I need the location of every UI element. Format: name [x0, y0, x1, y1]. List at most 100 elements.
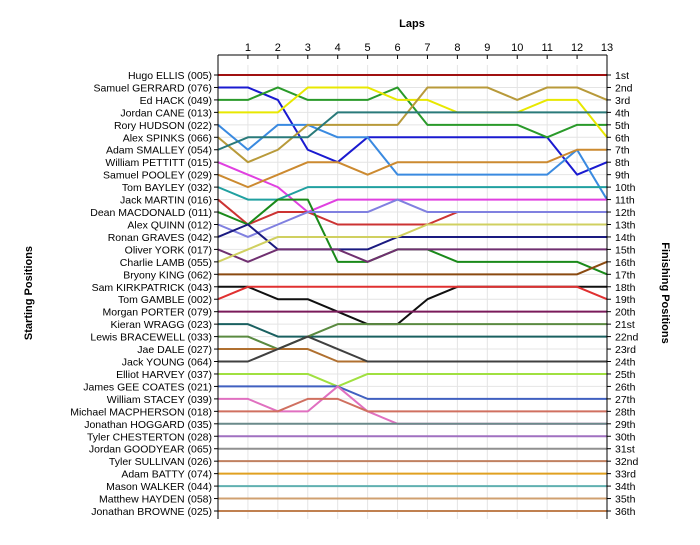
- series-line-17: [218, 260, 608, 276]
- series-line-8: [217, 161, 607, 214]
- starting-rider-label: Jonathan HOGGARD (035): [84, 419, 212, 431]
- finishing-position-label: 4th: [615, 107, 630, 119]
- series-line-28: [218, 397, 607, 413]
- lap-tick-label: 1: [245, 42, 251, 54]
- series-lines: [217, 74, 608, 512]
- finishing-position-label: 5th: [615, 120, 630, 132]
- finishing-position-label: 36th: [615, 506, 636, 518]
- series-line-25: [218, 372, 607, 388]
- series-line-27: [218, 385, 607, 425]
- starting-rider-label: William STACEY (039): [107, 394, 212, 406]
- starting-rider-label: Alex SPINKS (066): [123, 132, 212, 144]
- finishing-position-label: 34th: [615, 481, 636, 493]
- top-axis-title: Laps: [399, 18, 425, 30]
- finishing-position-label: 33rd: [615, 469, 636, 481]
- finishing-position-label: 12th: [615, 207, 636, 219]
- series-line-16: [217, 223, 607, 263]
- starting-rider-label: Sam KIRKPATRICK (043): [92, 282, 212, 294]
- series-line-24: [218, 335, 607, 363]
- finishing-position-label: 14th: [615, 232, 636, 244]
- finishing-position-label: 29th: [615, 419, 636, 431]
- lap-tick-label: 9: [484, 42, 490, 54]
- finishing-position-label: 17th: [615, 269, 636, 281]
- lap-tick-label: 11: [541, 42, 552, 54]
- starting-rider-label: Kieran WRAGG (023): [110, 319, 212, 331]
- starting-rider-label: Bryony KING (062): [123, 269, 212, 281]
- starting-rider-label: Jordan CANE (013): [120, 107, 212, 119]
- starting-rider-label: Jae DALE (027): [137, 344, 212, 356]
- lap-tick-label: 8: [454, 42, 460, 54]
- finishing-position-label: 11th: [615, 195, 635, 207]
- starting-rider-label: Lewis BRACEWELL (033): [90, 332, 212, 344]
- finishing-position-label: 20th: [615, 307, 636, 319]
- finishing-position-label: 10th: [615, 182, 636, 194]
- left-axis-title: Starting Positions: [23, 246, 35, 340]
- starting-rider-label: Oliver YORK (017): [125, 244, 212, 256]
- series-line-10: [217, 186, 607, 201]
- starting-rider-label: Tyler CHESTERTON (028): [87, 431, 212, 443]
- starting-rider-label: Tom BAYLEY (032): [122, 182, 212, 194]
- finishing-position-label: 18th: [615, 282, 636, 294]
- finishing-position-label: 1st: [615, 70, 629, 82]
- finishing-position-label: 13th: [615, 219, 636, 231]
- series-line-5: [217, 123, 608, 201]
- starting-rider-label: Hugo ELLIS (005): [128, 70, 212, 82]
- finishing-position-label: 35th: [615, 494, 636, 506]
- starting-rider-label: Samuel POOLEY (029): [103, 170, 212, 182]
- lap-tick-label: 2: [275, 42, 281, 54]
- starting-rider-label: Alex QUINN (012): [127, 219, 212, 231]
- right-axis-title: Finishing Positions: [659, 242, 671, 343]
- lap-tick-label: 7: [424, 42, 430, 54]
- lap-tick-label: 5: [365, 42, 371, 54]
- starting-rider-label: Dean MACDONALD (011): [90, 207, 212, 219]
- lap-tick-label: 6: [394, 42, 400, 54]
- starting-rider-label: Adam SMALLEY (054): [106, 145, 212, 157]
- starting-rider-label: Jonathan BROWNE (025): [91, 506, 212, 518]
- series-line-23: [218, 348, 607, 363]
- starting-rider-label: Michael MACPHERSON (018): [70, 406, 212, 418]
- starting-rider-label: Rory HUDSON (022): [114, 120, 212, 132]
- finishing-position-labels: 1st2nd3rd4th5th6th7th8th9th10th11th12th1…: [607, 70, 639, 518]
- series-line-19: [217, 285, 608, 301]
- starting-rider-label: Elliot HARVEY (037): [116, 369, 212, 381]
- series-line-4: [218, 86, 608, 138]
- grid-lines: [217, 65, 608, 519]
- lap-tick-label: 10: [511, 42, 523, 54]
- starting-rider-label: Ronan GRAVES (042): [108, 232, 212, 244]
- finishing-position-label: 3rd: [615, 95, 630, 107]
- finishing-position-label: 31st: [615, 444, 635, 456]
- lap-tick-label: 4: [335, 42, 341, 54]
- starting-rider-label: Morgan PORTER (079): [102, 307, 212, 319]
- starting-rider-label: Jack MARTIN (016): [120, 195, 212, 207]
- starting-rider-label: Adam BATTY (074): [121, 469, 212, 481]
- finishing-position-label: 6th: [615, 132, 630, 144]
- finishing-position-label: 28th: [615, 406, 636, 418]
- finishing-position-label: 21st: [615, 319, 635, 331]
- finishing-position-label: 16th: [615, 257, 636, 269]
- lap-ticks: 1 2 3 4 5 6 7 8 9 10 11 12 13: [245, 42, 613, 59]
- series-line-9: [217, 148, 607, 189]
- series-line-21: [218, 323, 607, 338]
- finishing-position-label: 30th: [615, 431, 636, 443]
- series-line-6: [217, 86, 608, 164]
- series-line-26: [218, 385, 607, 400]
- finishing-position-label: 7th: [615, 145, 630, 157]
- lap-tick-label: 12: [571, 42, 583, 54]
- starting-rider-label: Jack YOUNG (064): [122, 357, 212, 369]
- starting-rider-label: Charlie LAMB (055): [120, 257, 212, 269]
- starting-rider-label: Tom GAMBLE (002): [118, 294, 212, 306]
- lap-tick-label: 13: [601, 42, 613, 54]
- starting-rider-label: Samuel GERRARD (076): [94, 82, 212, 94]
- finishing-position-label: 2nd: [615, 82, 633, 94]
- series-line-13: [217, 198, 607, 238]
- finishing-position-label: 22nd: [615, 332, 639, 344]
- lap-tick-label: 3: [305, 42, 311, 54]
- starting-rider-label: William PETTITT (015): [105, 157, 212, 169]
- starting-rider-label: Mason WALKER (044): [106, 481, 212, 493]
- finishing-position-label: 32nd: [615, 456, 639, 468]
- finishing-position-label: 23rd: [615, 344, 636, 356]
- finishing-position-label: 27th: [615, 394, 636, 406]
- series-line-15: [217, 248, 607, 263]
